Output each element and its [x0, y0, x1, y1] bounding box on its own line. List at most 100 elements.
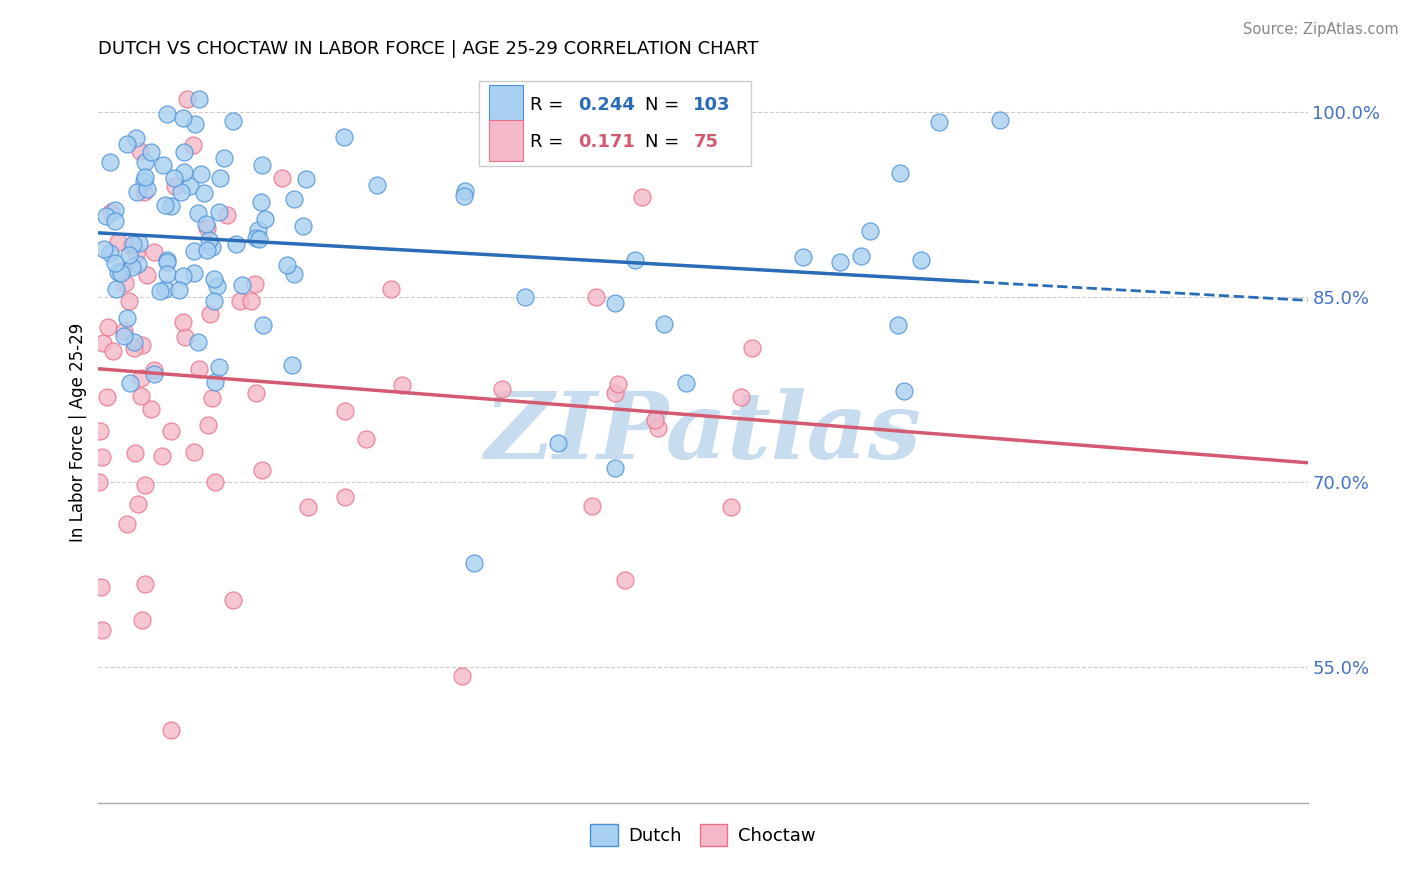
Point [134, 577, 156, 591]
Point [121, 260, 143, 274]
Point [889, 166, 911, 180]
Point [173, 145, 195, 159]
Point [91, 336, 114, 351]
Point [603, 295, 626, 310]
Point [252, 463, 274, 477]
Point [89, 425, 111, 439]
Point [830, 255, 852, 269]
Point [156, 107, 179, 121]
Point [172, 269, 194, 284]
Point [283, 192, 305, 206]
Point [110, 266, 132, 280]
Point [150, 449, 173, 463]
Point [515, 290, 537, 304]
Point [153, 198, 176, 212]
Point [246, 223, 269, 237]
Point [198, 233, 221, 247]
Point [644, 412, 666, 426]
Point [183, 244, 205, 259]
Point [222, 113, 245, 128]
Point [115, 311, 138, 326]
Point [792, 250, 814, 264]
Point [187, 334, 209, 349]
Point [121, 237, 143, 252]
Point [160, 424, 183, 438]
Point [134, 478, 156, 492]
Point [183, 266, 205, 280]
Point [205, 279, 228, 293]
Point [366, 178, 388, 192]
Text: 0.244: 0.244 [578, 96, 636, 114]
Point [198, 307, 221, 321]
Point [100, 205, 122, 219]
Point [453, 189, 475, 203]
Point [118, 293, 141, 308]
Text: ZIPatlas: ZIPatlas [485, 388, 921, 477]
Point [122, 335, 145, 350]
Point [204, 375, 226, 389]
Point [391, 378, 413, 392]
Point [197, 417, 219, 432]
Point [195, 221, 218, 235]
Point [131, 613, 153, 627]
Point [139, 402, 162, 417]
Point [613, 573, 636, 587]
Point [201, 240, 224, 254]
Point [245, 231, 267, 245]
Point [131, 338, 153, 352]
Point [173, 164, 195, 178]
Point [291, 219, 314, 233]
Point [156, 255, 179, 269]
Text: 75: 75 [693, 133, 718, 151]
Point [245, 386, 267, 401]
Point [887, 318, 910, 333]
Point [135, 268, 157, 282]
Point [120, 239, 142, 253]
Point [910, 252, 932, 267]
Point [250, 195, 273, 210]
Point [94, 209, 117, 223]
Point [136, 182, 159, 196]
Point [547, 435, 569, 450]
Point [581, 500, 603, 514]
Point [125, 131, 148, 145]
Point [153, 282, 176, 296]
Point [201, 392, 224, 406]
Point [172, 111, 194, 125]
Point [605, 386, 627, 401]
Point [623, 253, 645, 268]
Point [451, 669, 474, 683]
Point [96, 390, 118, 404]
Point [295, 172, 318, 186]
Point [208, 359, 231, 374]
Point [124, 445, 146, 459]
Point [142, 245, 165, 260]
Point [283, 267, 305, 281]
Point [181, 138, 204, 153]
Point [183, 445, 205, 459]
Point [212, 151, 235, 165]
Point [132, 174, 155, 188]
Point [356, 432, 378, 446]
Point [141, 145, 163, 159]
Point [231, 278, 253, 293]
Point [607, 377, 630, 392]
Point [858, 224, 880, 238]
Point [209, 170, 232, 185]
Point [225, 237, 247, 252]
Point [463, 556, 485, 570]
Point [114, 277, 136, 291]
Point [630, 189, 652, 203]
Point [107, 264, 129, 278]
Point [127, 497, 149, 511]
Point [122, 341, 145, 355]
Point [127, 257, 149, 271]
Point [105, 282, 128, 296]
Point [156, 253, 179, 268]
FancyBboxPatch shape [479, 81, 751, 166]
Point [253, 212, 276, 227]
Point [134, 186, 156, 200]
Point [167, 283, 190, 297]
Text: R =: R = [530, 133, 569, 151]
Point [163, 171, 186, 186]
